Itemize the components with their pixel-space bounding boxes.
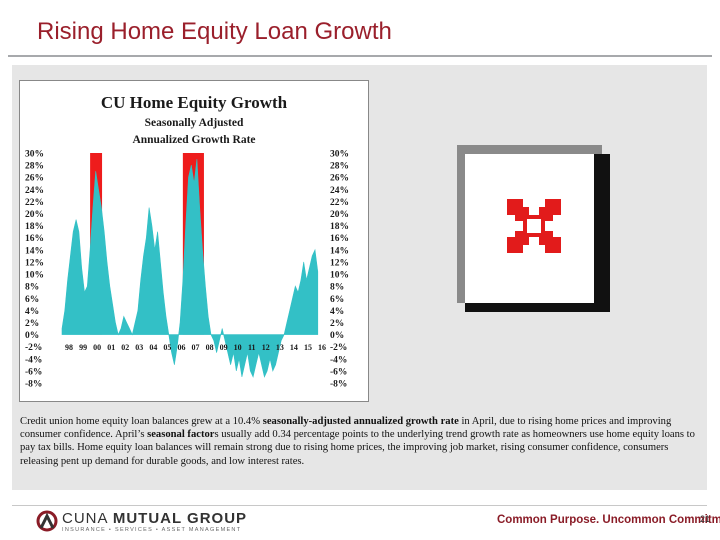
x-tick-label: 16 xyxy=(318,343,326,352)
x-tick-label: 00 xyxy=(93,343,101,352)
placeholder-inner xyxy=(465,154,594,303)
y-tick-right-label: 14% xyxy=(330,246,349,256)
chart-caption: Credit union home equity loan balances g… xyxy=(20,415,700,468)
x-tick-label: 99 xyxy=(79,343,87,352)
chart-canvas: CU Home Equity Growth Seasonally Adjuste… xyxy=(25,93,349,390)
y-tick-right-label: -4% xyxy=(330,355,347,365)
logo-subline: INSURANCE • SERVICES • ASSET MANAGEMENT xyxy=(62,527,242,533)
chart-subtitle-line-2: Annualized Growth Rate xyxy=(132,134,255,146)
y-tick-left-label: 14% xyxy=(25,246,44,256)
x-tick-label: 05 xyxy=(163,343,171,352)
growth-area-series xyxy=(61,159,319,378)
y-tick-left-label: 4% xyxy=(25,307,39,317)
x-tick-label: 07 xyxy=(192,343,200,352)
logo-word-mutual-group: MUTUAL GROUP xyxy=(112,510,248,527)
y-tick-left-label: 8% xyxy=(25,283,39,293)
x-tick-label: 10 xyxy=(234,343,242,352)
y-tick-right-label: -2% xyxy=(330,343,347,353)
chart-title: CU Home Equity Growth xyxy=(101,93,288,112)
y-tick-right-label: -8% xyxy=(330,380,347,390)
y-tick-right-label: 16% xyxy=(330,234,349,244)
y-tick-left-label: 26% xyxy=(25,174,44,184)
x-tick-label: 01 xyxy=(107,343,115,352)
y-tick-left-label: -2% xyxy=(25,343,42,353)
footer-tagline: Common Purpose. Uncommon Commitment. xyxy=(497,514,720,526)
x-tick-label: 06 xyxy=(177,343,185,352)
y-tick-right-label: 10% xyxy=(330,271,349,281)
y-tick-left-label: 10% xyxy=(25,271,44,281)
y-tick-left-label: 20% xyxy=(25,210,44,220)
chart-subtitle-line-1: Seasonally Adjusted xyxy=(145,117,244,129)
caption-text-1: Credit union home equity loan balances g… xyxy=(20,416,263,427)
x-tick-label: 12 xyxy=(262,343,270,352)
caption-bold-1: seasonally-adjusted annualized growth ra… xyxy=(262,416,459,427)
y-tick-right-label: 20% xyxy=(330,210,349,220)
y-tick-right-label: 8% xyxy=(330,283,344,293)
logo-wordmark: CUNA MUTUAL GROUP xyxy=(62,510,247,527)
y-tick-left-label: 22% xyxy=(25,198,44,208)
caption-bold-2: seasonal factor xyxy=(147,429,215,441)
x-tick-label: 98 xyxy=(65,343,73,352)
x-tick-label: 04 xyxy=(149,343,157,352)
y-tick-right-label: 24% xyxy=(330,186,349,196)
caption-text-3: s usually add 0.34 percentage points to … xyxy=(20,429,695,467)
y-tick-left-label: 12% xyxy=(25,258,44,268)
x-tick-label: 15 xyxy=(304,343,312,352)
caption-text-2: in April, due to rising home prices and … xyxy=(20,416,672,441)
missing-image-placeholder xyxy=(457,145,610,312)
x-tick-label: 14 xyxy=(290,343,298,352)
y-tick-right-label: 26% xyxy=(330,174,349,184)
y-tick-right-label: 18% xyxy=(330,222,349,232)
page-number: 21 xyxy=(700,514,711,524)
x-tick-label: 11 xyxy=(248,343,256,352)
x-tick-label: 08 xyxy=(206,343,214,352)
missing-image-icon xyxy=(507,199,561,253)
y-tick-left-label: 2% xyxy=(25,319,39,329)
y-tick-left-label: 30% xyxy=(25,150,44,160)
y-tick-right-label: 2% xyxy=(330,319,344,329)
y-tick-left-label: 16% xyxy=(25,234,44,244)
x-tick-label: 03 xyxy=(135,343,143,352)
slide-title: Rising Home Equity Loan Growth xyxy=(37,18,392,45)
y-tick-left-label: 0% xyxy=(25,331,39,341)
plot-area: 30% 30% 28% 28% 26% 26% 24% 24% 22% 22% 20% 20% 18% 1… xyxy=(25,150,349,390)
y-tick-right-label: 12% xyxy=(330,258,349,268)
x-tick-label: 02 xyxy=(121,343,129,352)
growth-chart: CU Home Equity Growth Seasonally Adjuste… xyxy=(19,80,369,402)
y-tick-right-label: 22% xyxy=(330,198,349,208)
y-tick-left-label: -4% xyxy=(25,355,42,365)
x-tick-label: 09 xyxy=(220,343,228,352)
title-divider xyxy=(8,55,712,57)
y-tick-right-label: 4% xyxy=(330,307,344,317)
y-tick-right-label: 28% xyxy=(330,162,349,172)
y-tick-left-label: 6% xyxy=(25,295,39,305)
y-tick-right-label: 6% xyxy=(330,295,344,305)
y-tick-right-label: 30% xyxy=(330,150,349,160)
y-tick-left-label: 28% xyxy=(25,162,44,172)
cuna-logo-icon xyxy=(36,510,58,532)
y-tick-left-label: 18% xyxy=(25,222,44,232)
footer-divider xyxy=(12,505,707,506)
y-tick-right-label: -6% xyxy=(330,367,347,377)
y-tick-left-label: -8% xyxy=(25,380,42,390)
x-tick-label: 13 xyxy=(276,343,284,352)
logo-word-cuna: CUNA xyxy=(62,510,113,527)
y-tick-right-label: 0% xyxy=(330,331,344,341)
y-tick-left-label: -6% xyxy=(25,367,42,377)
y-tick-left-label: 24% xyxy=(25,186,44,196)
